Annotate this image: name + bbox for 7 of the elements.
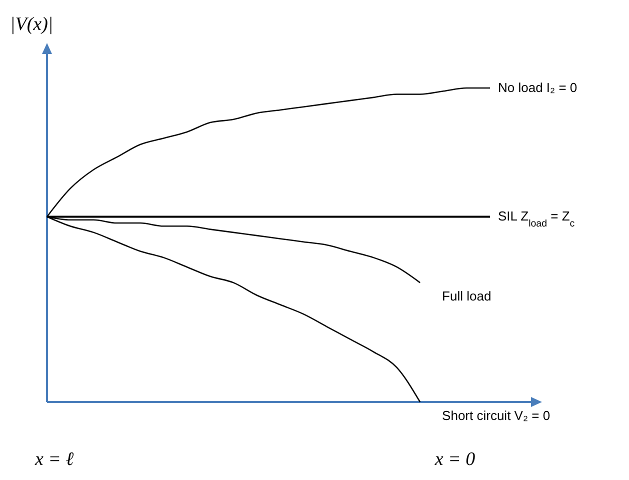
y-axis-title: |V(x)| xyxy=(10,14,54,35)
series-label: Short circuit V₂ = 0 xyxy=(442,408,550,423)
series-label: Full load xyxy=(442,288,492,304)
series-label: No load I₂ = 0 xyxy=(498,80,578,95)
text: x = 0 xyxy=(434,449,476,470)
text: x = ℓ xyxy=(34,449,74,470)
series-label: SIL Z$_{load}$ = Z$_{c}$ xyxy=(498,208,575,230)
